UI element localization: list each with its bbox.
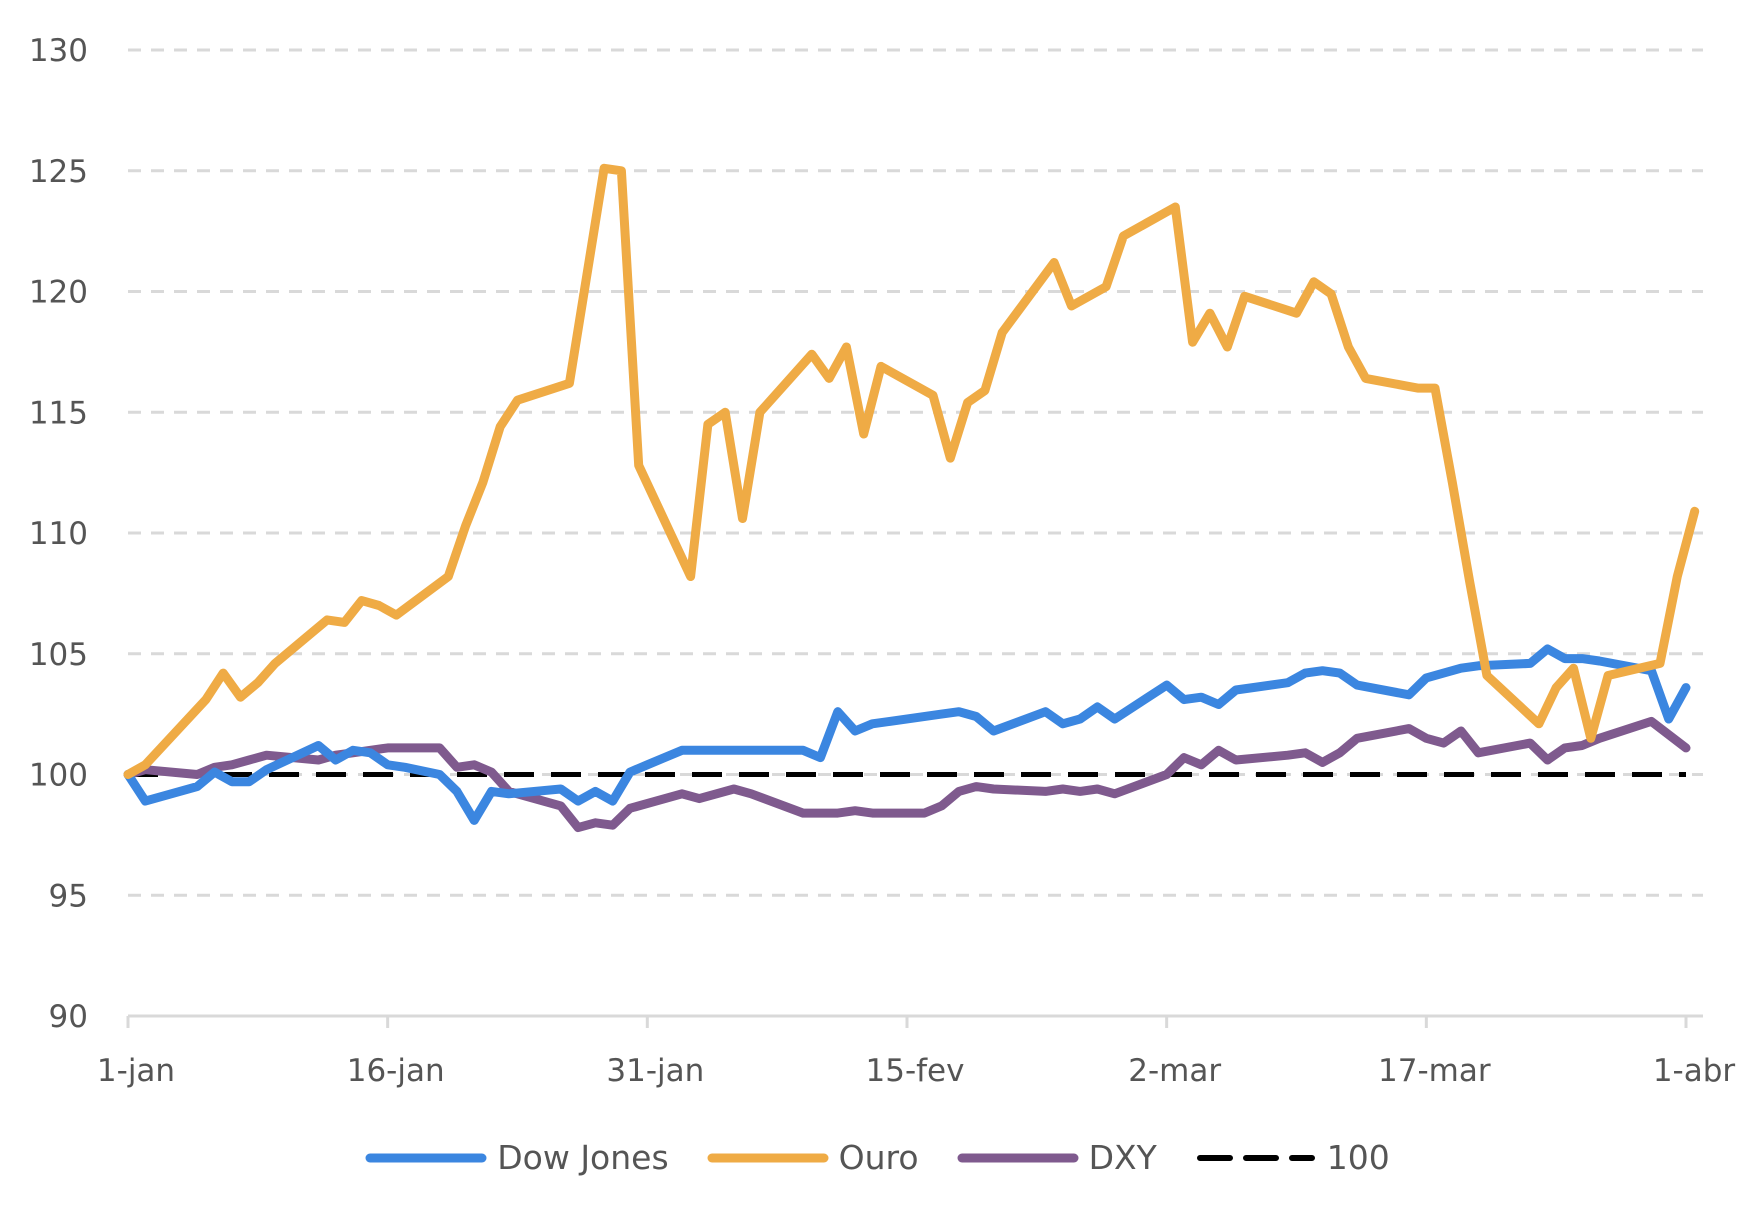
legend-label: Dow Jones [497,1138,669,1177]
y-tick-label: 100 [29,758,88,794]
y-tick-label: 130 [29,33,88,69]
legend-swatch-dow-jones [365,1153,487,1162]
series-layer [123,163,1700,833]
x-tick-label: 1-abr [1653,1053,1736,1089]
series-line-dxy [123,716,1691,833]
y-axis: 90 95 100 105 110 115 120 125 130 [29,33,88,1035]
legend-label: Ouro [838,1138,919,1177]
series-line-ouro [123,163,1700,779]
legend-item-dxy[interactable]: DXY [957,1138,1157,1177]
legend-label: DXY [1088,1138,1157,1177]
legend-item-ouro[interactable]: Ouro [707,1138,919,1177]
legend-label: 100 [1326,1138,1390,1177]
y-tick-label: 115 [29,395,88,431]
x-tick-label: 1-jan [97,1053,175,1089]
y-tick-label: 110 [29,516,88,552]
legend-swatch-ouro [707,1153,829,1162]
legend-swatch-100 [1196,1154,1315,1161]
x-axis: 1-jan 16-jan 31-jan 15-fev 2-mar 17-mar 1-abr [97,1014,1736,1089]
legend-swatch-dxy [957,1153,1079,1162]
y-tick-label: 95 [49,878,88,914]
legend-item-dow-jones[interactable]: Dow Jones [365,1138,669,1177]
y-tick-label: 105 [29,637,88,673]
series-line-dow-jones [123,644,1691,825]
y-tick-label: 90 [49,999,88,1035]
y-tick-label: 125 [29,154,88,190]
x-tick-label: 2-mar [1128,1053,1221,1089]
legend-item-100[interactable]: 100 [1195,1138,1390,1177]
x-tick-label: 31-jan [606,1053,704,1089]
gridlines [128,48,1703,897]
x-tick-label: 16-jan [347,1053,445,1089]
legend: Dow Jones Ouro DXY 100 [0,1138,1755,1177]
y-tick-label: 120 [29,275,88,311]
x-tick-label: 17-mar [1378,1053,1491,1089]
x-tick-label: 15-fev [866,1053,965,1089]
